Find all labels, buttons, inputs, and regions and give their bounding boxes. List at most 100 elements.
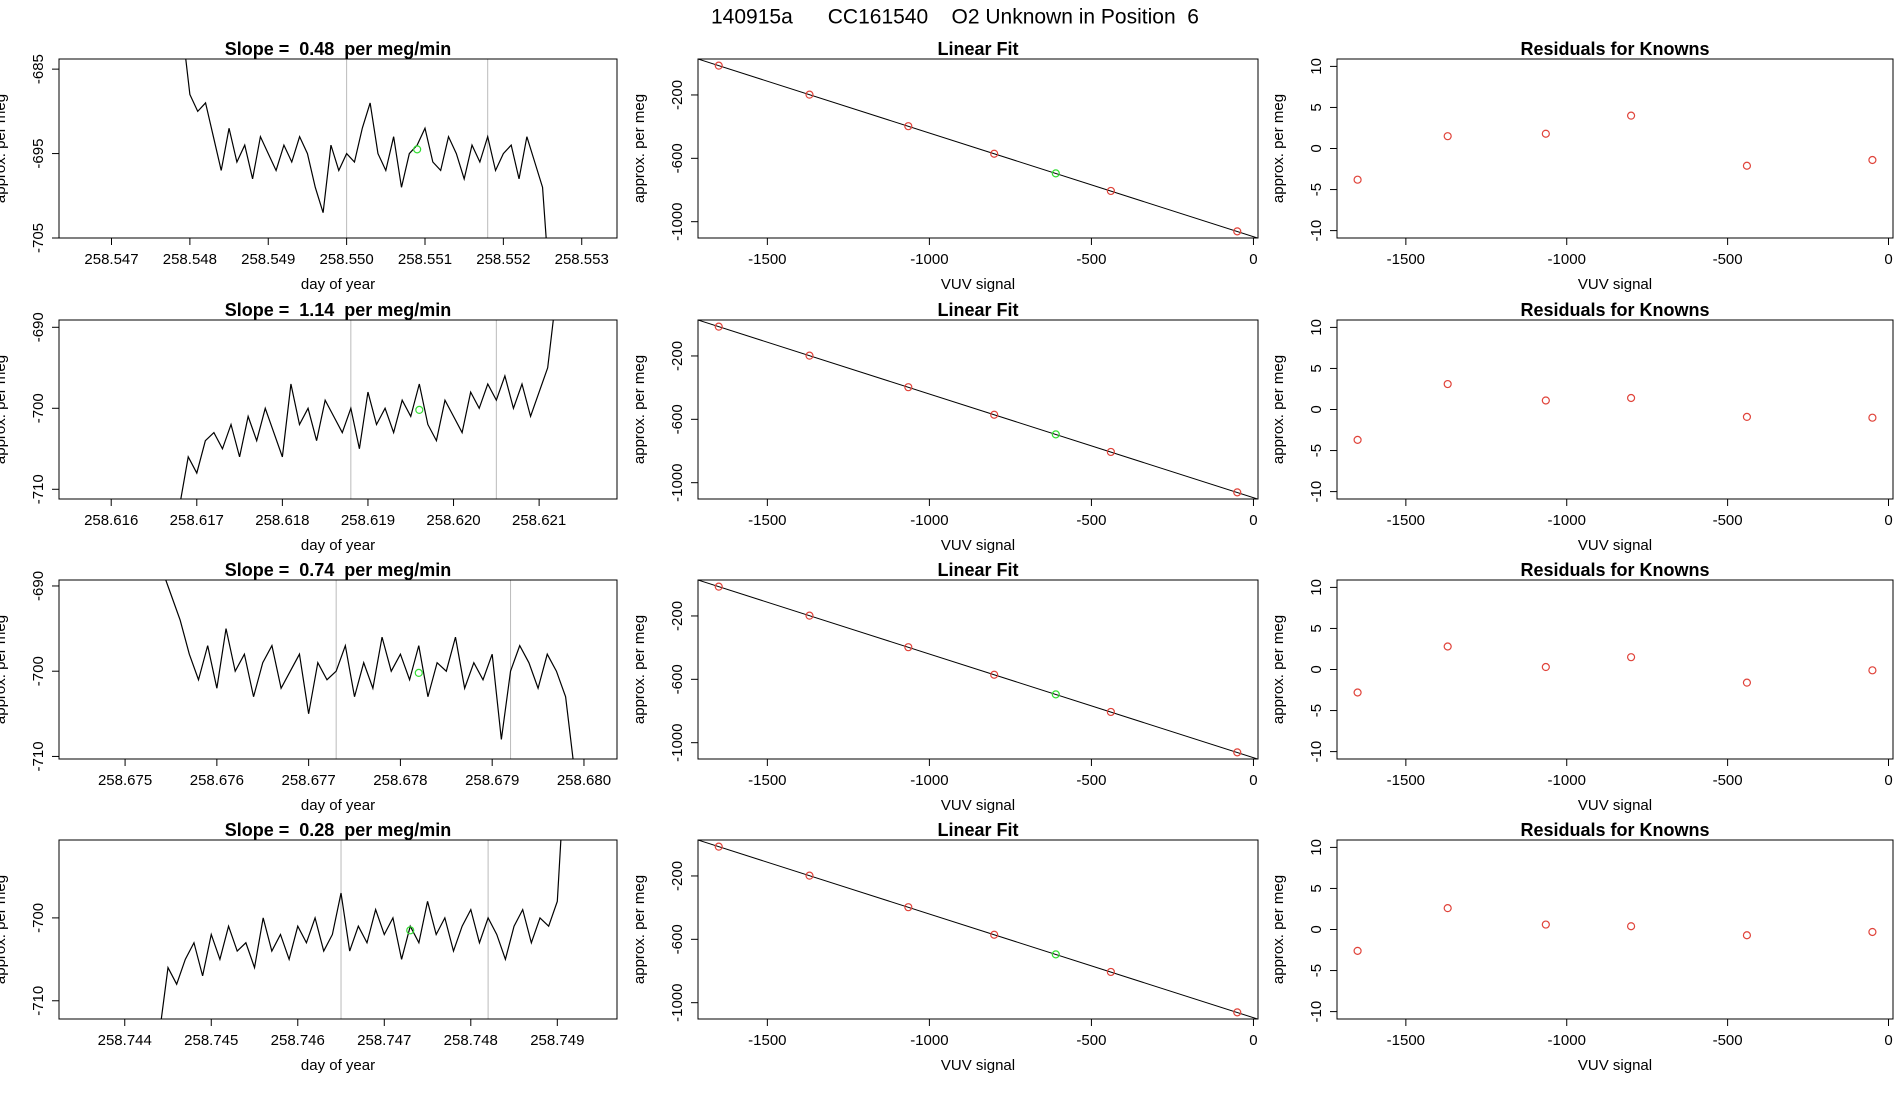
y-tick-label: -695 bbox=[30, 139, 47, 169]
y-axis-label: approx. per meg bbox=[1270, 94, 1287, 203]
panel-title: Linear Fit bbox=[937, 300, 1018, 320]
fit-line bbox=[698, 320, 1258, 499]
x-tick-label: 258.548 bbox=[163, 251, 217, 268]
point bbox=[990, 149, 999, 158]
y-tick-label: -200 bbox=[669, 80, 686, 110]
point bbox=[1541, 662, 1550, 672]
point bbox=[714, 322, 723, 331]
y-tick-label: -5 bbox=[1308, 444, 1325, 457]
y-tick-label: -1000 bbox=[669, 983, 686, 1021]
x-tick-label: -500 bbox=[1076, 251, 1106, 268]
panel-title: Residuals for Knowns bbox=[1520, 820, 1709, 840]
panel: Residuals for Knowns VUV signal approx. pe… bbox=[1270, 39, 1894, 293]
point bbox=[1106, 447, 1115, 457]
y-tick-label: -705 bbox=[30, 223, 47, 253]
x-tick-label: 258.749 bbox=[530, 1032, 584, 1049]
x-tick-label: -1000 bbox=[910, 251, 948, 268]
point bbox=[1106, 967, 1115, 977]
point bbox=[904, 903, 913, 912]
y-tick-label: 0 bbox=[1308, 405, 1325, 413]
y-tick-label: -700 bbox=[30, 656, 47, 686]
point bbox=[1051, 169, 1060, 178]
x-axis-label: VUV signal bbox=[941, 797, 1015, 814]
x-axis-label: VUV signal bbox=[941, 276, 1015, 293]
y-axis-label: approx. per meg bbox=[0, 355, 9, 464]
x-tick-label: -500 bbox=[1713, 512, 1743, 529]
y-tick-label: -700 bbox=[30, 903, 47, 933]
plot-area bbox=[160, 840, 562, 1019]
point bbox=[805, 90, 814, 99]
y-tick-label: -710 bbox=[30, 741, 47, 771]
y-axis-label: approx. per meg bbox=[1270, 875, 1287, 984]
panel-title: Residuals for Knowns bbox=[1520, 300, 1709, 320]
y-tick-label: 0 bbox=[1308, 925, 1325, 933]
plot-frame bbox=[697, 839, 1259, 1020]
y-tick-label: -685 bbox=[30, 54, 47, 84]
highlight-point bbox=[414, 668, 423, 678]
y-axis-label: approx. per meg bbox=[1270, 615, 1287, 724]
point bbox=[990, 670, 999, 679]
point bbox=[1541, 129, 1550, 138]
plot-frame bbox=[1336, 839, 1894, 1020]
x-tick-label: 258.618 bbox=[255, 512, 309, 529]
point bbox=[1233, 1008, 1242, 1017]
point bbox=[990, 410, 999, 419]
point bbox=[1742, 161, 1752, 170]
y-tick-label: -690 bbox=[30, 571, 47, 601]
x-tick-label: -500 bbox=[1713, 772, 1743, 789]
x-tick-label: 258.744 bbox=[98, 1032, 152, 1049]
y-tick-label: 0 bbox=[1308, 144, 1325, 152]
plot-area bbox=[698, 840, 1258, 1019]
point bbox=[1443, 904, 1452, 913]
x-tick-label: 258.748 bbox=[444, 1032, 498, 1049]
point bbox=[805, 611, 814, 620]
x-tick-label: 0 bbox=[1249, 1032, 1257, 1049]
data-line bbox=[165, 580, 574, 759]
point bbox=[1626, 922, 1636, 931]
plot-area bbox=[1353, 904, 1877, 955]
point bbox=[1051, 430, 1060, 439]
panel: Slope = 0.74 per meg/min day of year appro… bbox=[0, 560, 618, 814]
highlight-point bbox=[413, 145, 422, 154]
point bbox=[1353, 175, 1362, 184]
y-tick-label: -10 bbox=[1308, 741, 1325, 763]
y-tick-label: -700 bbox=[30, 393, 47, 423]
data-line bbox=[160, 840, 562, 1019]
x-axis-label: VUV signal bbox=[1578, 1057, 1652, 1074]
plot-frame bbox=[697, 58, 1259, 239]
x-tick-label: 258.551 bbox=[398, 251, 452, 268]
y-tick-label: -200 bbox=[669, 601, 686, 631]
plot-area bbox=[698, 580, 1258, 759]
y-tick-label: -5 bbox=[1308, 964, 1325, 977]
x-tick-label: 258.550 bbox=[320, 251, 374, 268]
panel: Linear Fit VUV signal approx. per meg -1500… bbox=[631, 39, 1259, 293]
x-tick-label: -1000 bbox=[1548, 251, 1586, 268]
point bbox=[805, 871, 814, 880]
y-axis-label: approx. per meg bbox=[631, 355, 648, 464]
y-tick-label: -710 bbox=[30, 474, 47, 504]
plot-frame bbox=[1336, 319, 1894, 500]
x-tick-label: -1500 bbox=[1387, 512, 1425, 529]
x-tick-label: -500 bbox=[1713, 1032, 1743, 1049]
x-tick-label: -1500 bbox=[748, 772, 786, 789]
plot-frame bbox=[1336, 579, 1894, 760]
x-tick-label: 258.680 bbox=[557, 772, 611, 789]
y-tick-label: 10 bbox=[1308, 58, 1325, 75]
x-tick-label: 258.678 bbox=[373, 772, 427, 789]
y-tick-label: 10 bbox=[1308, 319, 1325, 336]
y-axis-label: approx. per meg bbox=[631, 875, 648, 984]
x-tick-label: -1500 bbox=[748, 512, 786, 529]
point bbox=[1868, 155, 1877, 165]
y-tick-label: -5 bbox=[1308, 704, 1325, 717]
y-axis-label: approx. per meg bbox=[0, 615, 9, 724]
y-tick-label: -600 bbox=[669, 664, 686, 694]
x-axis-label: day of year bbox=[301, 537, 375, 554]
panel-title: Residuals for Knowns bbox=[1520, 560, 1709, 580]
x-tick-label: 258.620 bbox=[426, 512, 480, 529]
x-tick-label: -1500 bbox=[1387, 1032, 1425, 1049]
x-tick-label: 258.619 bbox=[341, 512, 395, 529]
panel-title: Linear Fit bbox=[937, 560, 1018, 580]
panel: Linear Fit VUV signal approx. per meg -1500… bbox=[631, 300, 1259, 554]
y-tick-label: -10 bbox=[1308, 1001, 1325, 1023]
